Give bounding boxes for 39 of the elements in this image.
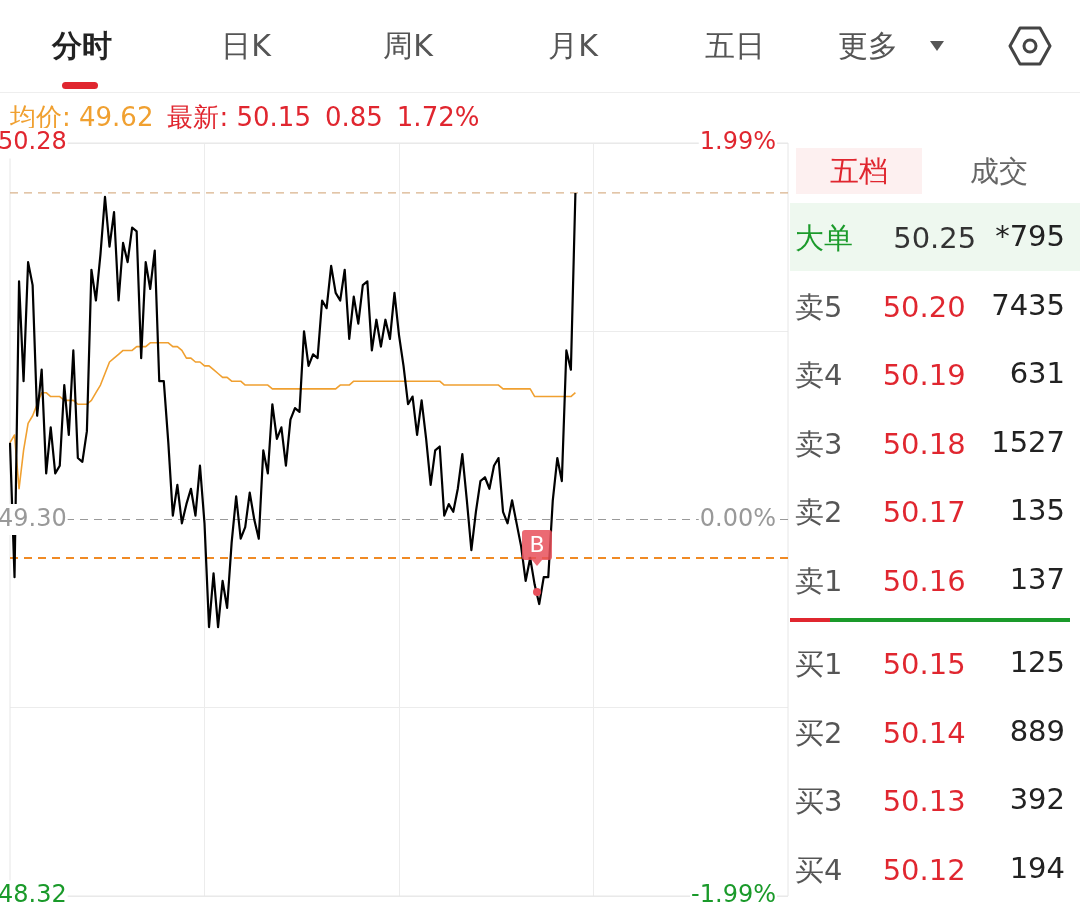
text: 买4 50.12 <box>795 850 966 891</box>
y-tick-label: 48.32 <box>0 880 67 909</box>
text: 631 <box>1009 356 1065 390</box>
text: 更多 <box>838 27 899 65</box>
y-tick-label: 50.28 <box>0 127 67 156</box>
text: 0.85 <box>324 102 383 132</box>
text: 分时 <box>50 27 113 65</box>
text: 135 <box>1009 493 1065 527</box>
text: *795 <box>995 219 1065 253</box>
text: 最新: 50.15 <box>167 102 311 132</box>
letter-badge: B <box>522 530 552 598</box>
text: 889 <box>1009 713 1065 748</box>
text: 7435 <box>991 287 1065 322</box>
text: 卖5 50.20 <box>795 287 966 328</box>
text: 五日 <box>704 27 766 65</box>
text: 194 <box>1009 850 1065 885</box>
y-tick-label: 49.30 <box>0 503 67 532</box>
text: 大单 50.25 <box>795 219 977 259</box>
text: 日K <box>220 27 272 65</box>
text: 卖1 50.16 <box>795 561 966 602</box>
text: 卖2 50.17 <box>795 493 966 533</box>
y2-tick-label: 1.99% <box>699 127 776 156</box>
y2-tick-label: -1.99% <box>691 880 776 909</box>
text: 392 <box>1009 782 1065 816</box>
y2-tick-label: 0.00% <box>699 503 776 532</box>
text: 卖4 50.19 <box>795 356 966 396</box>
annotation: B <box>522 530 552 560</box>
text: 137 <box>1009 561 1065 596</box>
text: 五档 <box>829 153 889 190</box>
text: 成交 <box>969 153 1029 190</box>
text: 买2 50.14 <box>795 713 966 754</box>
text: 买1 50.15 <box>795 645 966 685</box>
text: 月K <box>547 27 599 65</box>
text: 周K <box>382 27 434 65</box>
text: 卖3 50.18 <box>795 424 966 465</box>
text: 1.72% <box>396 102 480 132</box>
text: 125 <box>1009 645 1065 679</box>
text: 买3 50.13 <box>795 782 966 822</box>
text: 1527 <box>991 424 1065 459</box>
